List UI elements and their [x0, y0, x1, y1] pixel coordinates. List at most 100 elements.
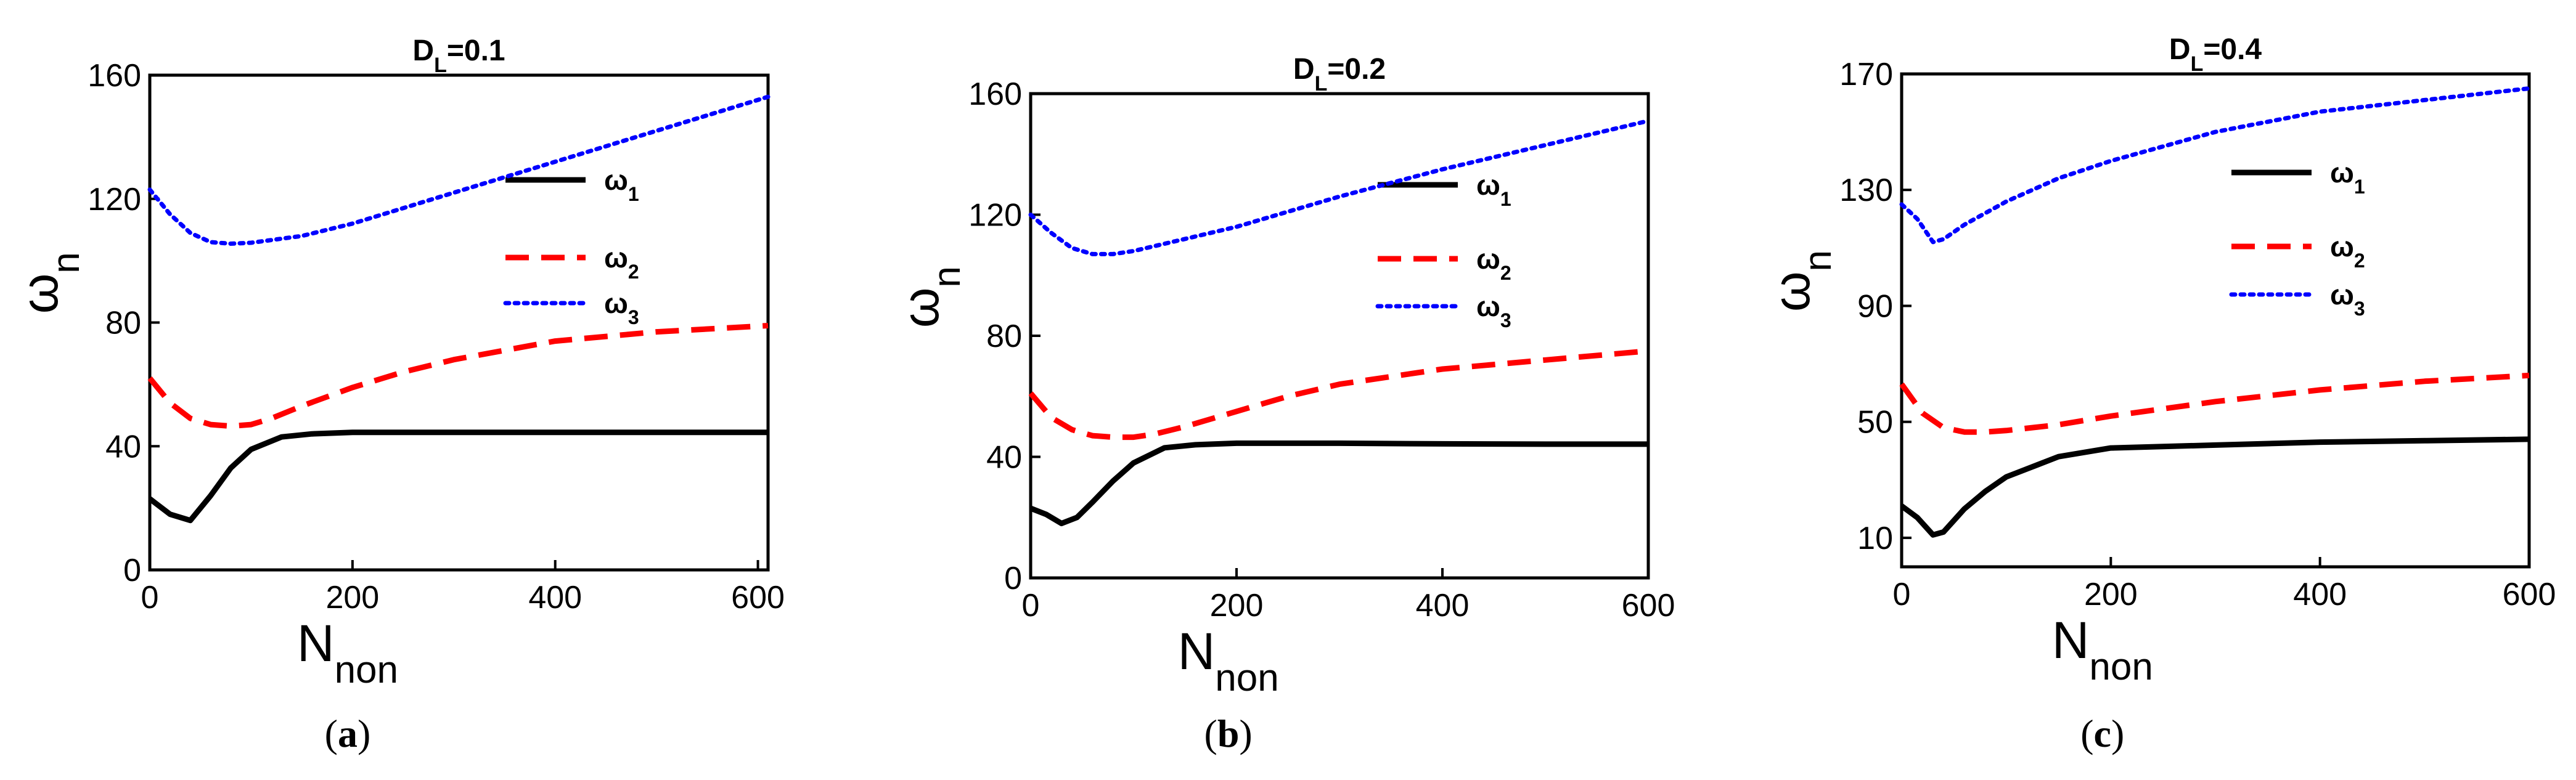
- caption-letter: b: [1217, 712, 1240, 755]
- legend-main: ω: [2330, 278, 2354, 311]
- panel-c: DL=0.40 200 400 600105090130170Nnonωnω1ω2ω3…: [1762, 33, 2556, 755]
- legend-label-omega-3: ω3: [2330, 278, 2365, 320]
- caption-close: ): [1239, 712, 1252, 755]
- plot-frame: [148, 73, 770, 572]
- plot-frame: [1029, 92, 1650, 580]
- legend-label-omega-1: ω1: [604, 164, 639, 205]
- caption-letter: a: [338, 712, 358, 755]
- title-sub: L: [434, 54, 447, 77]
- x-tick-label: 600: [731, 580, 785, 615]
- y-tick-label: 80: [986, 319, 1022, 354]
- legend-label-omega-2: ω2: [604, 242, 639, 283]
- chart-title: DL=0.1: [412, 35, 505, 77]
- x-tick-label: 600: [2503, 577, 2556, 612]
- legend-main: ω: [604, 287, 628, 319]
- xlabel-main: N: [297, 614, 335, 672]
- x-tick-label: 400: [528, 580, 582, 615]
- plot-frame: [1900, 72, 2531, 569]
- caption-letter: c: [2094, 712, 2111, 755]
- x-tick-label: 400: [2293, 577, 2347, 612]
- legend-main: ω: [1476, 169, 1500, 201]
- y-tick-label: 80: [105, 306, 141, 341]
- legend-main: ω: [604, 164, 628, 196]
- legend-label-omega-2: ω2: [2330, 230, 2365, 272]
- y-tick-label: 90: [1857, 288, 1893, 324]
- legend-sub: 3: [628, 306, 639, 328]
- title-sub: L: [2191, 52, 2204, 76]
- legend-sub: 3: [2354, 298, 2365, 320]
- xlabel-sub: non: [1215, 657, 1278, 699]
- ylabel-main: ω: [10, 274, 68, 314]
- series-line-omega-1: [1900, 436, 2530, 538]
- legend-sub: 1: [1500, 188, 1511, 210]
- y-tick-label: 160: [968, 76, 1022, 112]
- legend-label-omega-1: ω1: [2330, 156, 2365, 198]
- caption-open: (: [325, 712, 338, 755]
- y-tick-label: 120: [968, 198, 1022, 234]
- y-axis-label: ωn: [1762, 250, 1839, 312]
- legend-label-omega-3: ω3: [1476, 290, 1511, 331]
- series-line-omega-1: [148, 429, 768, 524]
- x-axis-label: Nnon: [297, 614, 398, 691]
- series-line-omega-3: [1899, 86, 2532, 245]
- x-tick-label: 200: [1210, 588, 1264, 624]
- legend-label-omega-3: ω3: [604, 287, 639, 328]
- ylabel-sub: n: [926, 266, 968, 287]
- y-axis-label: ωn: [10, 252, 88, 314]
- caption-close: ): [358, 712, 370, 755]
- legend-main: ω: [1476, 290, 1500, 322]
- legend-sub: 1: [628, 183, 639, 205]
- title-main: D: [1293, 53, 1315, 86]
- series-line-omega-3: [147, 94, 771, 246]
- legend-main: ω: [1476, 243, 1500, 275]
- panel-caption: (a): [325, 712, 371, 755]
- title-sub: L: [1315, 72, 1328, 95]
- legend-sub: 2: [2354, 250, 2365, 272]
- x-tick-label: 0: [1893, 577, 1911, 612]
- panel-caption: (b): [1204, 712, 1253, 755]
- title-rest: =0.2: [1327, 53, 1386, 86]
- chart-title: DL=0.2: [1293, 53, 1386, 95]
- caption-close: ): [2111, 712, 2124, 755]
- chart-title: DL=0.4: [2169, 33, 2262, 76]
- panel-caption: (c): [2080, 712, 2124, 755]
- y-axis-label: ωn: [891, 266, 968, 328]
- y-tick-label: 130: [1839, 173, 1893, 208]
- series-line-omega-2: [1028, 348, 1649, 441]
- y-tick-label: 0: [123, 553, 141, 588]
- y-tick-label: 50: [1857, 405, 1893, 441]
- y-tick-label: 40: [986, 440, 1022, 476]
- y-tick-label: 120: [88, 182, 141, 217]
- title-rest: =0.1: [447, 35, 505, 67]
- title-main: D: [2169, 33, 2191, 66]
- x-axis-label: Nnon: [1178, 622, 1279, 699]
- caption-open: (: [1204, 712, 1217, 755]
- xlabel-sub: non: [335, 649, 398, 691]
- legend-sub: 2: [628, 261, 639, 283]
- xlabel-main: N: [2052, 611, 2090, 669]
- panel-a: DL=0.10 200 400 60004080120160Nnonωnω1ω2ω3(…: [10, 35, 785, 755]
- x-tick-label: 400: [1416, 588, 1470, 624]
- y-tick-label: 40: [105, 429, 141, 465]
- legend-main: ω: [2330, 156, 2354, 189]
- x-tick-label: 0: [1022, 588, 1040, 624]
- legend-label-omega-2: ω2: [1476, 243, 1511, 284]
- ylabel-sub: n: [45, 252, 88, 273]
- y-tick-label: 10: [1857, 521, 1893, 556]
- ylabel-sub: n: [1797, 250, 1839, 271]
- caption-open: (: [2080, 712, 2093, 755]
- legend-label-omega-1: ω1: [1476, 169, 1511, 210]
- title-main: D: [412, 35, 434, 67]
- ylabel-main: ω: [891, 288, 949, 328]
- legend-sub: 2: [1500, 262, 1511, 284]
- xlabel-sub: non: [2089, 646, 2153, 688]
- xlabel-main: N: [1178, 622, 1216, 680]
- x-axis-label: Nnon: [2052, 611, 2153, 688]
- legend-main: ω: [604, 242, 628, 274]
- series-line-omega-3: [1028, 118, 1651, 256]
- y-tick-label: 160: [88, 58, 141, 94]
- x-tick-label: 200: [325, 580, 379, 615]
- y-tick-label: 170: [1839, 57, 1893, 92]
- legend-main: ω: [2330, 230, 2354, 262]
